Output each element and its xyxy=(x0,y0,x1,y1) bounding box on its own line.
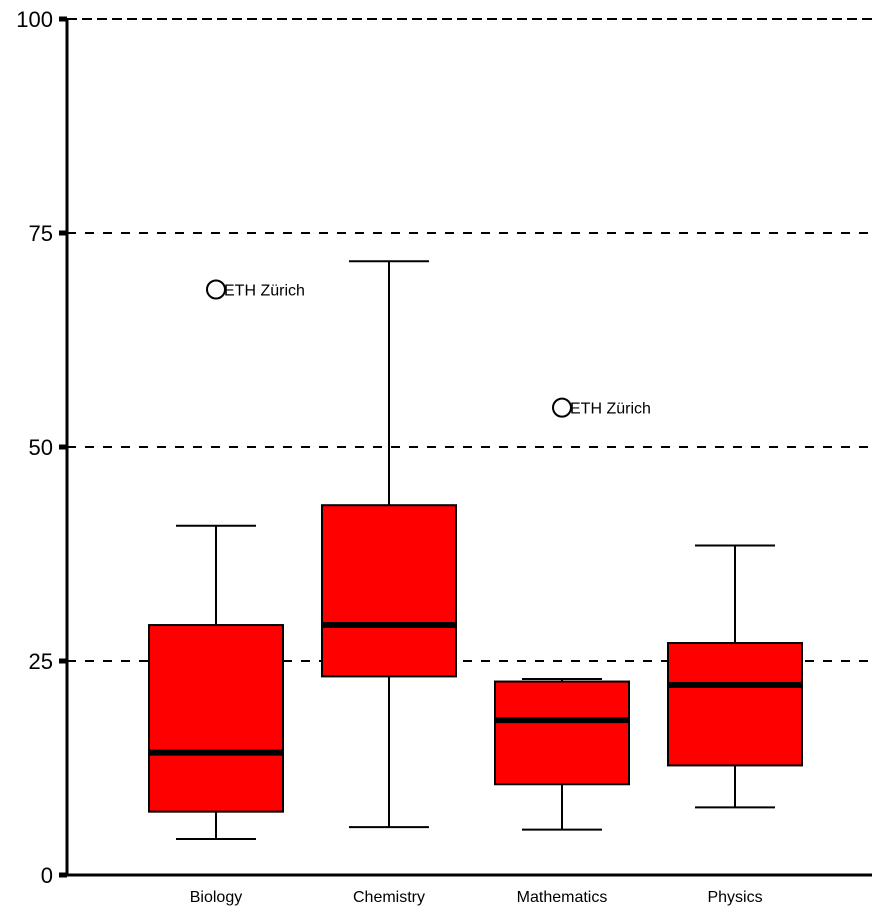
box-iqr xyxy=(321,504,457,678)
y-tick-label-50: 50 xyxy=(29,435,53,460)
y-tick-label-75: 75 xyxy=(29,221,53,246)
box-mathematics: ETH Zürich xyxy=(494,397,651,831)
boxes: ETH Zürich ETH Zürich xyxy=(148,260,803,841)
box-chemistry xyxy=(321,260,457,829)
box-physics xyxy=(667,544,803,809)
box-iqr xyxy=(494,680,630,786)
box-iqr xyxy=(148,624,284,813)
x-tick-label-chemistry: Chemistry xyxy=(353,889,425,906)
outlier-label: ETH Zürich xyxy=(224,282,305,299)
box-iqr xyxy=(667,642,803,767)
y-tick-label-100: 100 xyxy=(16,7,53,32)
outlier-marker xyxy=(552,397,572,418)
outlier-marker xyxy=(206,279,226,300)
y-tick-label-25: 25 xyxy=(29,649,53,674)
outlier-label: ETH Zürich xyxy=(570,401,651,418)
gridlines xyxy=(67,18,872,662)
box-biology: ETH Zürich xyxy=(148,279,305,841)
category-labels: Biology Chemistry Mathematics Physics xyxy=(190,889,763,906)
y-tick-label-0: 0 xyxy=(41,863,53,888)
y-axis: 0 25 50 75 100 xyxy=(16,7,872,888)
x-tick-label-biology: Biology xyxy=(190,889,242,906)
x-tick-label-mathematics: Mathematics xyxy=(517,889,608,906)
x-tick-label-physics: Physics xyxy=(707,889,762,906)
